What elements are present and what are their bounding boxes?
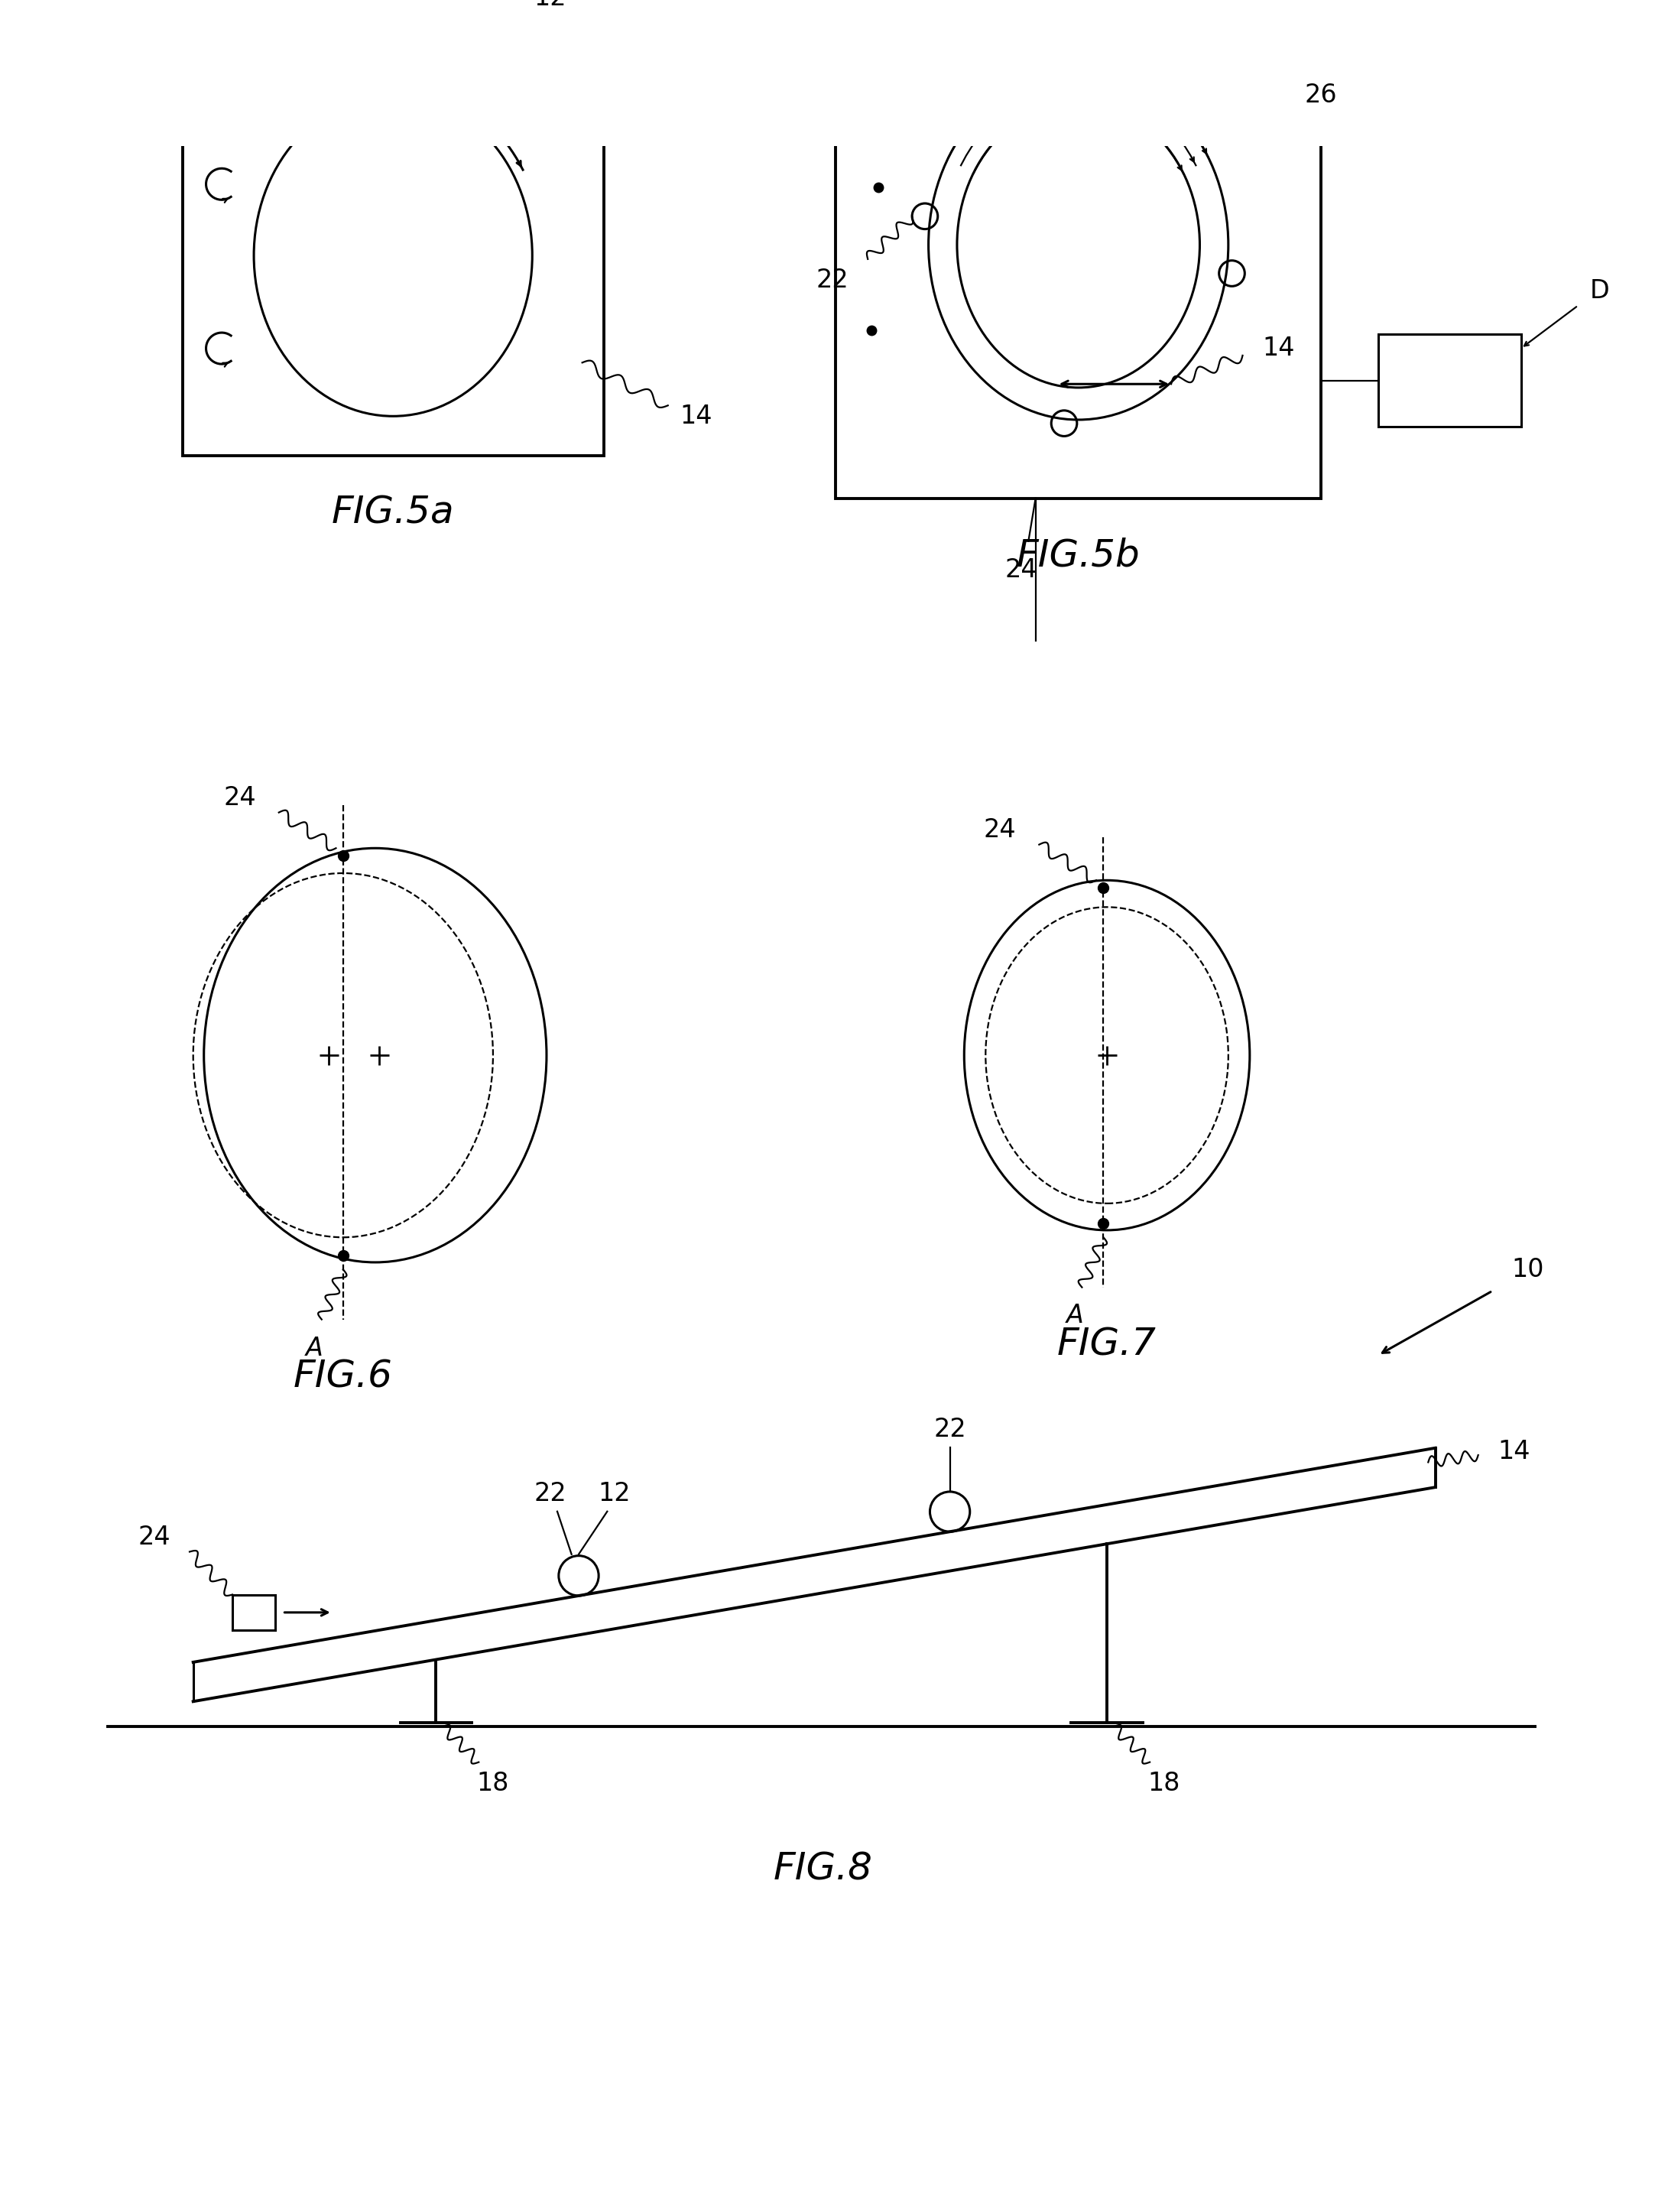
Text: D: D	[1590, 279, 1609, 303]
Text: 26: 26	[1304, 82, 1337, 108]
Text: 12: 12	[597, 1482, 631, 1506]
Text: 18: 18	[1149, 1772, 1180, 1796]
Text: 18: 18	[477, 1772, 510, 1796]
Text: 14: 14	[1263, 336, 1294, 361]
Text: 24: 24	[983, 818, 1016, 843]
Text: 14: 14	[1498, 1440, 1531, 1464]
Text: 24: 24	[1005, 557, 1038, 582]
Bar	[1379, 334, 1521, 427]
Text: FIG.8: FIG.8	[773, 1851, 872, 1887]
Text: 12: 12	[535, 0, 566, 11]
Text: 24: 24	[223, 785, 257, 812]
Bar	[182, 55, 604, 456]
Text: FIG.5b: FIG.5b	[1016, 538, 1140, 573]
Text: 22: 22	[933, 1418, 967, 1442]
Text: 22: 22	[816, 268, 849, 294]
Text: 14: 14	[680, 403, 713, 429]
Text: 24: 24	[137, 1524, 170, 1551]
Text: FIG.5a: FIG.5a	[331, 493, 455, 531]
Text: FIG.6: FIG.6	[293, 1358, 392, 1396]
Text: 10: 10	[1513, 1256, 1544, 1283]
Text: FIG.7: FIG.7	[1058, 1325, 1157, 1363]
Text: 22: 22	[535, 1482, 566, 1506]
Bar	[836, 33, 1321, 498]
Text: A: A	[306, 1336, 323, 1360]
Text: A: A	[1066, 1303, 1084, 1329]
